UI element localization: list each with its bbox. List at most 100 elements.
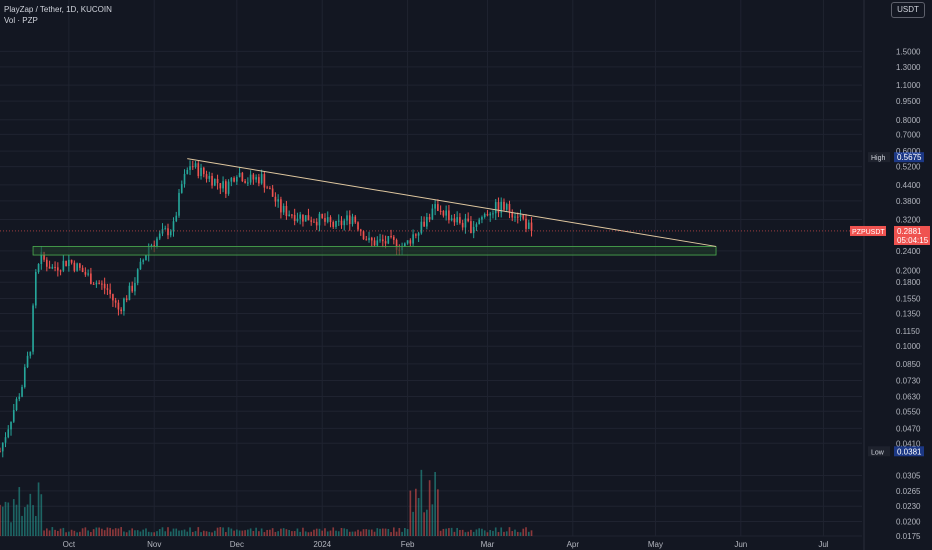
candle-body [269, 188, 271, 190]
x-tick-label: Oct [63, 540, 76, 549]
volume-bar [500, 527, 503, 536]
candle-body [483, 214, 486, 218]
last-price-label-bg [894, 225, 930, 245]
volume-bar [470, 529, 472, 536]
y-tick-label: 0.1550 [896, 294, 921, 303]
candle-body [29, 351, 32, 356]
volume-bar [0, 504, 1, 536]
candle-body [15, 399, 18, 411]
candle-body [202, 167, 205, 175]
candle-body [26, 355, 29, 368]
y-tick-label: 0.1350 [896, 310, 921, 319]
volume-bar [274, 531, 277, 536]
volume-bar [505, 531, 508, 536]
candle-body [505, 204, 508, 210]
x-tick-label: Dec [230, 540, 244, 549]
volume-bar [125, 532, 128, 536]
candle-body [51, 266, 54, 269]
volume-bar [252, 531, 255, 536]
volume-bar [87, 530, 89, 536]
candle-body [1, 442, 4, 452]
volume-bar [142, 529, 145, 536]
y-tick-label: 0.0630 [896, 393, 921, 402]
volume-bar [318, 528, 321, 536]
volume-bar [62, 527, 65, 536]
volume-bar [95, 527, 98, 536]
volume-bar [109, 527, 111, 536]
candle-body [376, 240, 379, 246]
y-tick-label: 0.0265 [896, 487, 921, 496]
y-tick-label: 0.0410 [896, 439, 921, 448]
candle-body [461, 222, 464, 228]
volume-bar [186, 531, 189, 536]
volume-bar [415, 488, 417, 536]
volume-bar [213, 530, 216, 536]
volume-bar [48, 530, 51, 536]
volume-bar [37, 482, 40, 536]
volume-bar [508, 527, 511, 536]
volume-bar [258, 531, 260, 536]
candle-body [252, 174, 255, 180]
volume-bar [1, 506, 4, 536]
volume-bar [219, 527, 222, 536]
symbol-label: PZPUSDT [852, 229, 885, 236]
candle-body [470, 221, 472, 234]
candle-body [310, 220, 313, 222]
candle-body [346, 215, 348, 221]
y-tick-label: 0.0730 [896, 376, 921, 385]
volume-bar [280, 528, 282, 536]
volume-bar [43, 530, 45, 536]
currency-button[interactable]: USDT [891, 2, 925, 18]
volume-bar [249, 528, 252, 536]
candle-body [222, 181, 224, 189]
volume-bar [384, 528, 387, 536]
volume-bar [26, 504, 29, 536]
volume-bar [310, 531, 313, 536]
candle-body [112, 294, 114, 301]
volume-bar [337, 531, 340, 536]
volume-bar [362, 529, 365, 536]
volume-bar [494, 527, 497, 536]
volume-bar [387, 528, 390, 536]
candle-body [271, 188, 274, 197]
volume-bar [45, 528, 48, 536]
candle-body [354, 216, 357, 223]
volume-bar [216, 527, 219, 536]
candle-body [525, 218, 527, 229]
volume-bar [263, 532, 266, 536]
candle-body [492, 213, 494, 215]
candle-body [362, 231, 365, 240]
volume-bar [431, 504, 434, 536]
volume-bar [183, 529, 186, 536]
candle-body [384, 241, 387, 244]
candle-body [172, 221, 175, 232]
candle-body [445, 210, 447, 216]
candle-body [43, 251, 45, 260]
volume-bar [92, 529, 95, 536]
candle-body [274, 196, 277, 202]
candle-body [156, 238, 158, 247]
candle-body [282, 206, 285, 213]
volume-bar [106, 527, 109, 536]
candle-body [225, 181, 227, 194]
candle-body [313, 221, 315, 223]
candle-body [0, 451, 1, 453]
high-value: 0.5675 [897, 153, 922, 162]
volume-bar [23, 507, 26, 536]
volume-bar [483, 530, 486, 536]
volume-bar [241, 530, 244, 536]
volume-bar [136, 530, 139, 536]
candle-body [280, 199, 282, 213]
candle-body [32, 305, 34, 352]
candle-body [48, 266, 51, 269]
volume-bar [158, 529, 161, 536]
candle-body [516, 216, 519, 218]
volume-bar [255, 527, 257, 536]
candle-body [65, 260, 67, 267]
high-label-bg [868, 152, 890, 163]
volume-bar [189, 527, 191, 536]
volume-bar [453, 531, 456, 536]
candle-body [329, 217, 332, 222]
